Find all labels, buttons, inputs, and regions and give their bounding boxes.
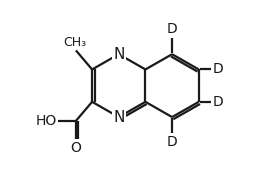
Text: HO: HO: [36, 114, 57, 128]
Text: D: D: [167, 22, 177, 36]
Text: CH₃: CH₃: [64, 36, 87, 49]
Text: N: N: [113, 47, 124, 62]
Text: D: D: [213, 95, 224, 109]
Text: O: O: [70, 141, 81, 155]
Text: N: N: [113, 110, 124, 125]
Text: D: D: [213, 62, 224, 76]
Text: D: D: [167, 135, 177, 149]
